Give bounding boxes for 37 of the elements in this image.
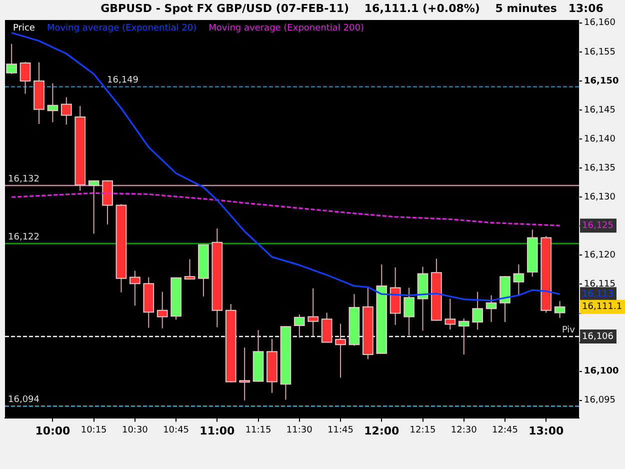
y-tick-label: 16,160	[584, 18, 616, 28]
ref-line-label: 16,132	[8, 174, 40, 184]
line-series	[10, 192, 561, 226]
y-tick-label: 16,155	[584, 47, 616, 58]
y-tick-label: 16,095	[584, 396, 616, 406]
x-tick-label: 10:00	[35, 424, 71, 438]
text: Moving average (Exponential 200)	[208, 23, 364, 34]
y-tick-label: 16,145	[584, 105, 616, 116]
y-tick-label: 16,150	[584, 76, 619, 86]
x-tick-label: 13:00	[528, 424, 564, 438]
text: 16,113	[582, 289, 614, 300]
ref-line-label: 16,149	[107, 76, 139, 86]
x-tick-label: 10:15	[80, 426, 107, 436]
ref-line-label: Piv	[562, 325, 576, 336]
x-tick-label: 10:30	[122, 426, 148, 436]
y-tick-label: 16,100	[584, 366, 619, 377]
y-tick-label: 16,135	[584, 163, 616, 174]
x-tick-label: 12:00	[364, 424, 400, 438]
text: 16,106	[582, 332, 614, 342]
series-label: Moving average (Exponential 20)	[46, 23, 197, 34]
x-tick-label: 12:30	[450, 426, 478, 436]
ref-line-label: 16,094	[8, 395, 40, 406]
x-tick-label: 11:45	[328, 426, 354, 436]
text: 16,125	[582, 220, 614, 231]
legend-title: Price	[13, 23, 36, 34]
y-tick-label: 16,130	[584, 192, 616, 202]
x-tick-label: 11:30	[286, 426, 313, 436]
y-tick-label: 16,120	[584, 250, 616, 261]
x-tick-label: 11:00	[200, 424, 236, 438]
x-tick-label: 12:15	[410, 426, 436, 436]
x-tick-label: 10:45	[163, 426, 190, 436]
x-tick-label: 12:45	[492, 426, 518, 436]
x-tick-label: 11:15	[245, 426, 272, 436]
text: 16,111.1	[582, 302, 622, 312]
ref-line-label: 16,122	[8, 232, 40, 242]
y-tick-label: 16,140	[584, 134, 616, 144]
chart-title: GBPUSD - Spot FX GBP/USD (07-FEB-11) 16,111.1 (+0.08%) 5 minutes 13:06	[100, 2, 604, 15]
